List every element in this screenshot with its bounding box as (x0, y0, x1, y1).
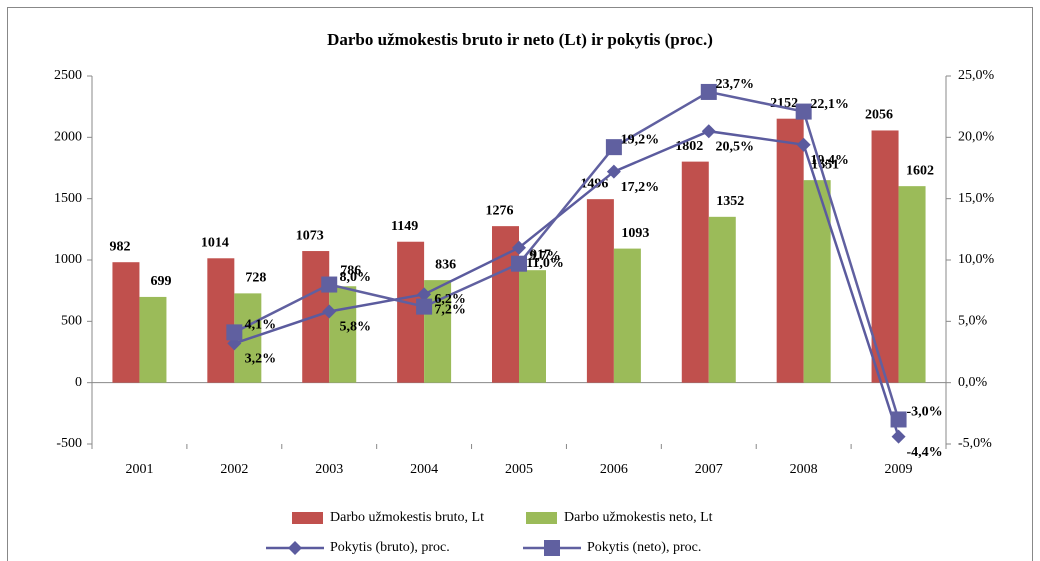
x-tick-label: 2001 (125, 462, 153, 477)
x-tick-label: 2002 (220, 462, 248, 477)
bar (586, 199, 614, 383)
x-tick-label: 2007 (695, 462, 723, 477)
data-label: 1014 (201, 236, 229, 251)
marker (226, 324, 243, 341)
y2-tick-label: 0,0% (958, 375, 988, 390)
bar (776, 118, 804, 383)
y2-tick-label: 15,0% (958, 191, 995, 206)
marker (321, 276, 338, 293)
y2-tick-label: 25,0% (958, 68, 995, 83)
data-label: 19,2% (621, 132, 660, 147)
data-label: 17,2% (621, 180, 660, 195)
data-label: 20,5% (716, 139, 755, 154)
data-label: 836 (435, 257, 456, 272)
y2-tick-label: 5,0% (958, 314, 988, 329)
marker (890, 411, 907, 428)
bar (207, 258, 235, 383)
bar (492, 226, 519, 383)
marker (512, 240, 526, 255)
y-tick-label: 500 (61, 314, 82, 329)
x-tick-label: 2009 (885, 462, 913, 477)
y2-tick-label: -5,0% (958, 436, 992, 451)
y-tick-label: 1500 (54, 191, 82, 206)
data-label: 9,7% (529, 249, 561, 264)
data-label: 1352 (716, 194, 744, 209)
data-label: 982 (109, 239, 130, 254)
marker (701, 124, 716, 139)
data-label: 11,0% (526, 256, 564, 271)
bar (803, 180, 831, 383)
bar (329, 286, 357, 383)
bar (613, 248, 641, 383)
y-tick-label: 1000 (54, 252, 82, 267)
marker (417, 287, 432, 302)
data-label: 917 (530, 247, 551, 262)
marker (700, 83, 717, 100)
x-tick-label: 2008 (790, 462, 818, 477)
data-label: 2056 (865, 108, 893, 123)
data-label: 22,1% (810, 97, 849, 112)
bar (519, 270, 546, 383)
data-label: 1093 (621, 226, 649, 241)
y2-tick-label: 10,0% (958, 252, 995, 267)
y2-tick-label: 20,0% (958, 130, 995, 145)
bar (681, 161, 709, 383)
bar (139, 296, 167, 383)
chart-title: Darbo užmokestis bruto ir neto (Lt) ir p… (327, 30, 713, 49)
data-label: 1073 (296, 228, 324, 243)
data-label: 728 (245, 271, 266, 286)
x-tick-label: 2004 (410, 462, 438, 477)
legend-swatch (526, 512, 557, 524)
legend-label: Darbo užmokestis bruto, Lt (330, 510, 484, 525)
legend-marker (544, 540, 560, 556)
bar (708, 216, 736, 383)
data-label: -3,0% (906, 405, 942, 420)
marker (606, 164, 621, 179)
data-label: 1276 (486, 203, 514, 218)
data-label: 1802 (675, 139, 703, 154)
x-tick-label: 2006 (600, 462, 628, 477)
data-label: 699 (150, 274, 171, 289)
line (233, 129, 900, 438)
bar (112, 262, 140, 383)
x-tick-label: 2005 (505, 462, 533, 477)
legend-label: Pokytis (neto), proc. (587, 540, 701, 555)
legend-label: Pokytis (bruto), proc. (330, 540, 450, 555)
data-label: 5,8% (339, 320, 371, 335)
data-label: 23,7% (716, 77, 755, 92)
y-tick-label: 0 (75, 375, 82, 390)
data-label: 8,0% (339, 270, 371, 285)
marker (605, 139, 622, 156)
line (233, 90, 900, 420)
data-label: -4,4% (906, 445, 942, 460)
legend-label: Darbo užmokestis neto, Lt (564, 510, 713, 525)
bar (898, 186, 926, 383)
y-tick-label: 2500 (54, 68, 82, 83)
marker (322, 304, 337, 319)
data-label: 4,1% (245, 318, 277, 333)
marker (891, 429, 906, 444)
y-tick-label: -500 (56, 436, 82, 451)
data-label: 3,2% (245, 352, 277, 367)
y-tick-label: 2000 (54, 130, 82, 145)
bar (871, 130, 899, 383)
legend-marker (288, 541, 302, 555)
legend-swatch (292, 512, 323, 524)
marker (796, 137, 811, 152)
data-label: 6,2% (434, 292, 466, 307)
marker (416, 298, 433, 315)
marker (795, 103, 812, 120)
marker (511, 255, 527, 272)
data-label: 1602 (906, 163, 934, 178)
data-label: 786 (340, 263, 361, 278)
x-tick-label: 2003 (315, 462, 343, 477)
data-label: 1149 (391, 219, 418, 234)
data-label: 7,2% (434, 303, 466, 318)
